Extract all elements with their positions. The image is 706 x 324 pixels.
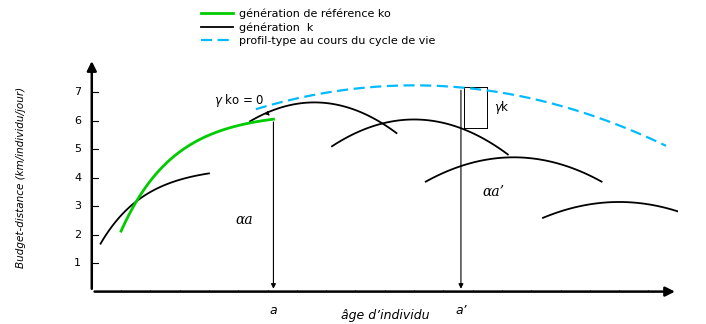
Text: 5: 5 <box>74 145 81 154</box>
Text: Budget-distance (km/individu/jour): Budget-distance (km/individu/jour) <box>16 87 26 268</box>
Text: a’: a’ <box>455 305 467 318</box>
Text: 3: 3 <box>74 201 81 211</box>
Text: âge d’individu: âge d’individu <box>340 309 429 322</box>
Text: $\gamma$ ko = 0: $\gamma$ ko = 0 <box>214 92 265 109</box>
Text: 6: 6 <box>74 116 81 126</box>
Legend: génération de référence ko, génération  k, profil-type au cours du cycle de vie: génération de référence ko, génération k… <box>197 4 440 51</box>
Text: 7: 7 <box>74 87 81 98</box>
Text: 4: 4 <box>74 173 81 183</box>
Text: $\gamma$k: $\gamma$k <box>494 99 510 116</box>
Text: 1: 1 <box>74 258 81 268</box>
Text: αa: αa <box>235 214 253 227</box>
Text: 2: 2 <box>74 230 81 240</box>
Text: a: a <box>270 305 277 318</box>
Text: αa’: αa’ <box>482 185 504 199</box>
